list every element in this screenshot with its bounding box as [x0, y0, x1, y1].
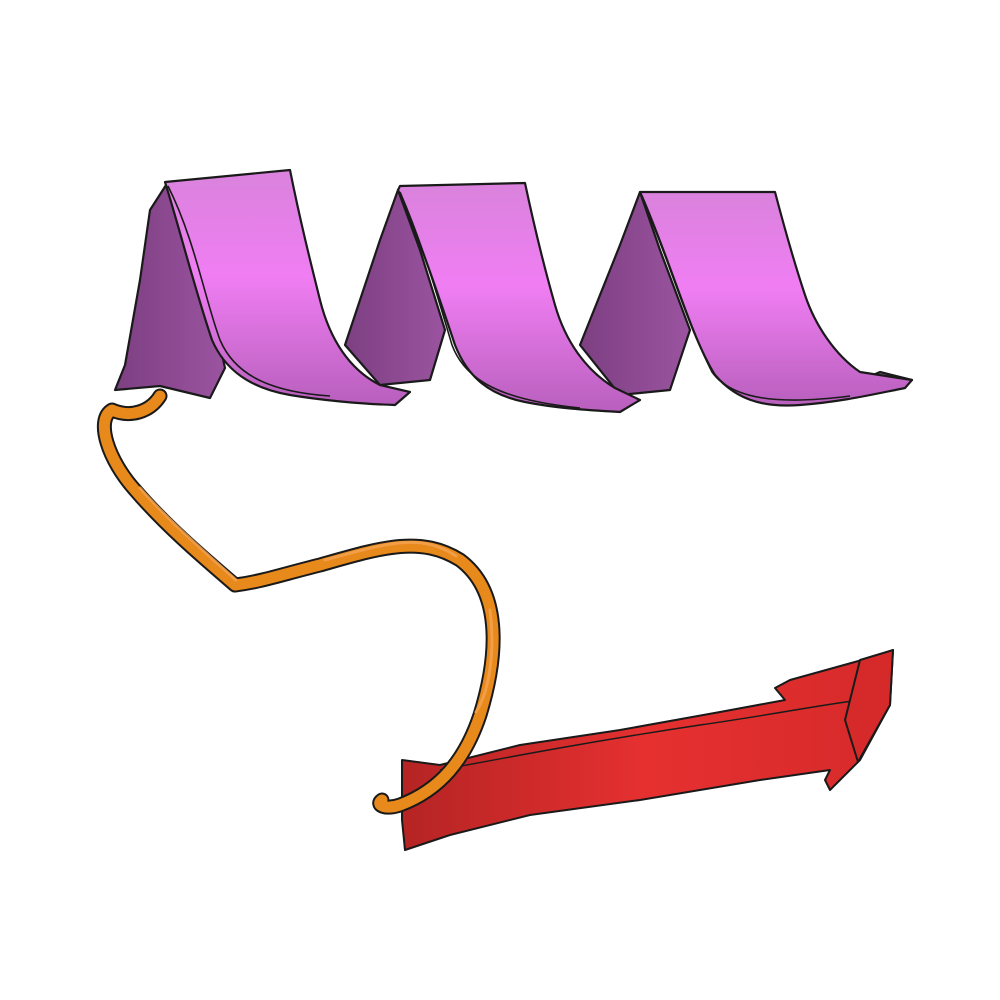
coil-highlight: [138, 486, 494, 714]
alpha-helix: [113, 168, 914, 414]
coil-tube: [98, 390, 499, 813]
strand-arrowhead: [844, 649, 894, 763]
helix-back-face-2: [343, 188, 447, 387]
helix-front-turn-1: [163, 168, 412, 407]
helix-front-turn-2: [396, 181, 642, 414]
helix-edge-2: [399, 191, 581, 409]
helix-back-face-3: [578, 190, 692, 397]
coil-loop: [96, 388, 501, 815]
strand-body: [401, 649, 894, 851]
coil-outline: [96, 388, 501, 815]
strand-twist-edge: [439, 699, 861, 771]
helix-edge-1: [167, 185, 331, 397]
helix-edge-3: [641, 195, 851, 401]
beta-strand: [401, 649, 894, 851]
